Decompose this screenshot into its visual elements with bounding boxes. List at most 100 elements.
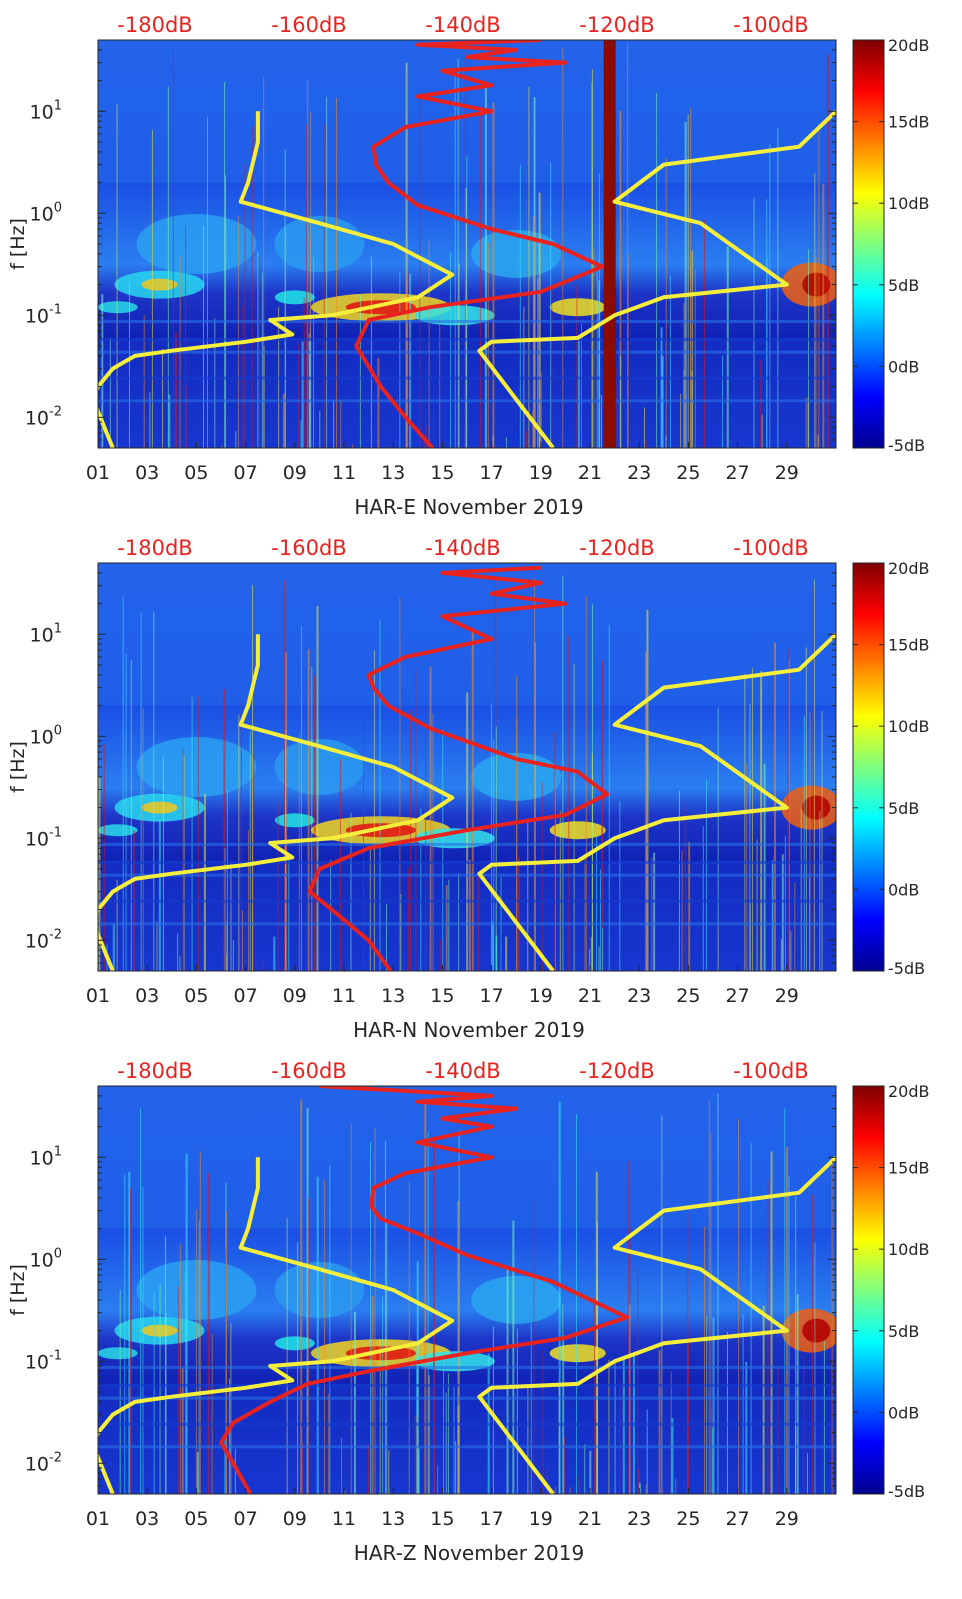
top-db-label: -140dB (425, 536, 500, 560)
noise-model-line (477, 109, 836, 448)
x-tick-label: 07 (234, 462, 258, 484)
x-tick-label: 21 (578, 462, 602, 484)
colorbar-label: 20dB (888, 1082, 930, 1101)
colorbar (852, 562, 885, 972)
x-tick-label: 15 (430, 462, 454, 484)
psd-curve-line (354, 40, 605, 448)
x-tick-label: 27 (726, 462, 750, 484)
colorbar-label: -5dB (888, 1482, 925, 1501)
colorbar-label: 0dB (888, 1403, 919, 1422)
x-tick-label: 13 (381, 1508, 405, 1530)
y-tick-label: 101 (30, 621, 62, 646)
frequency-row (98, 922, 836, 926)
y-tick-label: 100 (30, 723, 62, 748)
energy-blob (136, 214, 257, 274)
energy-blob (141, 1324, 178, 1337)
x-tick-label: 25 (676, 462, 700, 484)
x-tick-label: 21 (578, 1508, 602, 1530)
colorbar-label: 20dB (888, 559, 930, 578)
y-tick-label: 10-1 (25, 1348, 62, 1373)
y-axis-label: f [Hz] (7, 218, 29, 270)
colorbar-label: 5dB (888, 799, 919, 818)
colorbar-label: 15dB (888, 1159, 930, 1178)
noise-model-line (98, 111, 455, 448)
colorbar-label: -5dB (888, 436, 925, 455)
spectrogram-area (98, 1086, 836, 1494)
x-tick-label: 23 (627, 1508, 651, 1530)
frequency-row (98, 1383, 836, 1387)
psd-curve-line (219, 1086, 629, 1494)
x-tick-label: 17 (480, 462, 504, 484)
spectrogram-area (98, 40, 836, 448)
x-tick-label: 15 (430, 985, 454, 1007)
frequency-row (98, 337, 836, 341)
x-tick-label: 01 (86, 985, 110, 1007)
x-axis-label: HAR-Z November 2019 (354, 1541, 584, 1565)
y-tick-label: 10-2 (25, 927, 62, 952)
energy-blob (549, 821, 606, 840)
energy-blob (98, 301, 138, 314)
colorbar (852, 1085, 885, 1495)
top-db-label: -180dB (117, 536, 192, 560)
x-tick-label: 25 (676, 1508, 700, 1530)
colorbar-label: 0dB (888, 880, 919, 899)
x-axis-label: HAR-E November 2019 (354, 495, 583, 519)
frequency-row (98, 899, 836, 903)
frequency-row (98, 860, 836, 864)
noise-model-line (98, 634, 455, 971)
x-tick-label: 11 (332, 462, 356, 484)
x-tick-label: 09 (283, 462, 307, 484)
x-tick-label: 01 (86, 1508, 110, 1530)
top-db-label: -140dB (425, 13, 500, 37)
colorbar-label: 5dB (888, 1322, 919, 1341)
y-axis-label: f [Hz] (7, 741, 29, 793)
saturated-day-column (603, 40, 616, 448)
x-tick-label: 05 (184, 462, 208, 484)
y-tick-label: 101 (30, 1144, 62, 1169)
x-tick-label: 19 (529, 985, 553, 1007)
x-tick-label: 07 (234, 985, 258, 1007)
energy-blob (345, 300, 416, 315)
colorbar-label: -5dB (888, 959, 925, 978)
top-db-label: -100dB (733, 13, 808, 37)
frequency-row (98, 1365, 836, 1369)
x-tick-label: 19 (529, 1508, 553, 1530)
energy-blob (802, 1318, 831, 1343)
y-tick-label: 10-2 (25, 1450, 62, 1475)
top-db-label: -160dB (271, 536, 346, 560)
x-tick-label: 01 (86, 462, 110, 484)
top-db-label: -140dB (425, 1059, 500, 1083)
top-db-label: -160dB (271, 1059, 346, 1083)
y-tick-label: 100 (30, 200, 62, 225)
energy-blob (98, 1347, 138, 1360)
top-db-label: -100dB (733, 1059, 808, 1083)
colorbar-label: 10dB (888, 717, 930, 736)
noise-model-line (477, 1155, 836, 1494)
frequency-row (98, 376, 836, 380)
colorbar-label: 20dB (888, 36, 930, 55)
y-tick-label: 10-1 (25, 825, 62, 850)
x-tick-label: 23 (627, 462, 651, 484)
noise-model-line (477, 632, 836, 971)
psd-curve-line (307, 565, 610, 971)
x-tick-label: 13 (381, 462, 405, 484)
colorbar-label: 5dB (888, 276, 919, 295)
frequency-row (98, 842, 836, 846)
chart-panel-har-z: 01 03 05 07 09 11 13 15 17 19 21 23 25 27 29 HAR-Z Nove… (7, 1059, 930, 1565)
x-tick-label: 19 (529, 462, 553, 484)
top-db-label: -120dB (579, 1059, 654, 1083)
top-db-label: -180dB (117, 1059, 192, 1083)
energy-blob (802, 795, 831, 820)
y-axis-label: f [Hz] (7, 1264, 29, 1316)
frequency-row (98, 1422, 836, 1426)
y-tick-label: 10-2 (25, 404, 62, 429)
x-tick-label: 21 (578, 985, 602, 1007)
top-db-label: -100dB (733, 536, 808, 560)
energy-blob (274, 290, 315, 305)
x-tick-label: 05 (184, 985, 208, 1007)
y-tick-label: 100 (30, 1246, 62, 1271)
x-tick-label: 29 (775, 1508, 799, 1530)
frequency-row (98, 1396, 836, 1400)
colorbar-label: 15dB (888, 113, 930, 132)
